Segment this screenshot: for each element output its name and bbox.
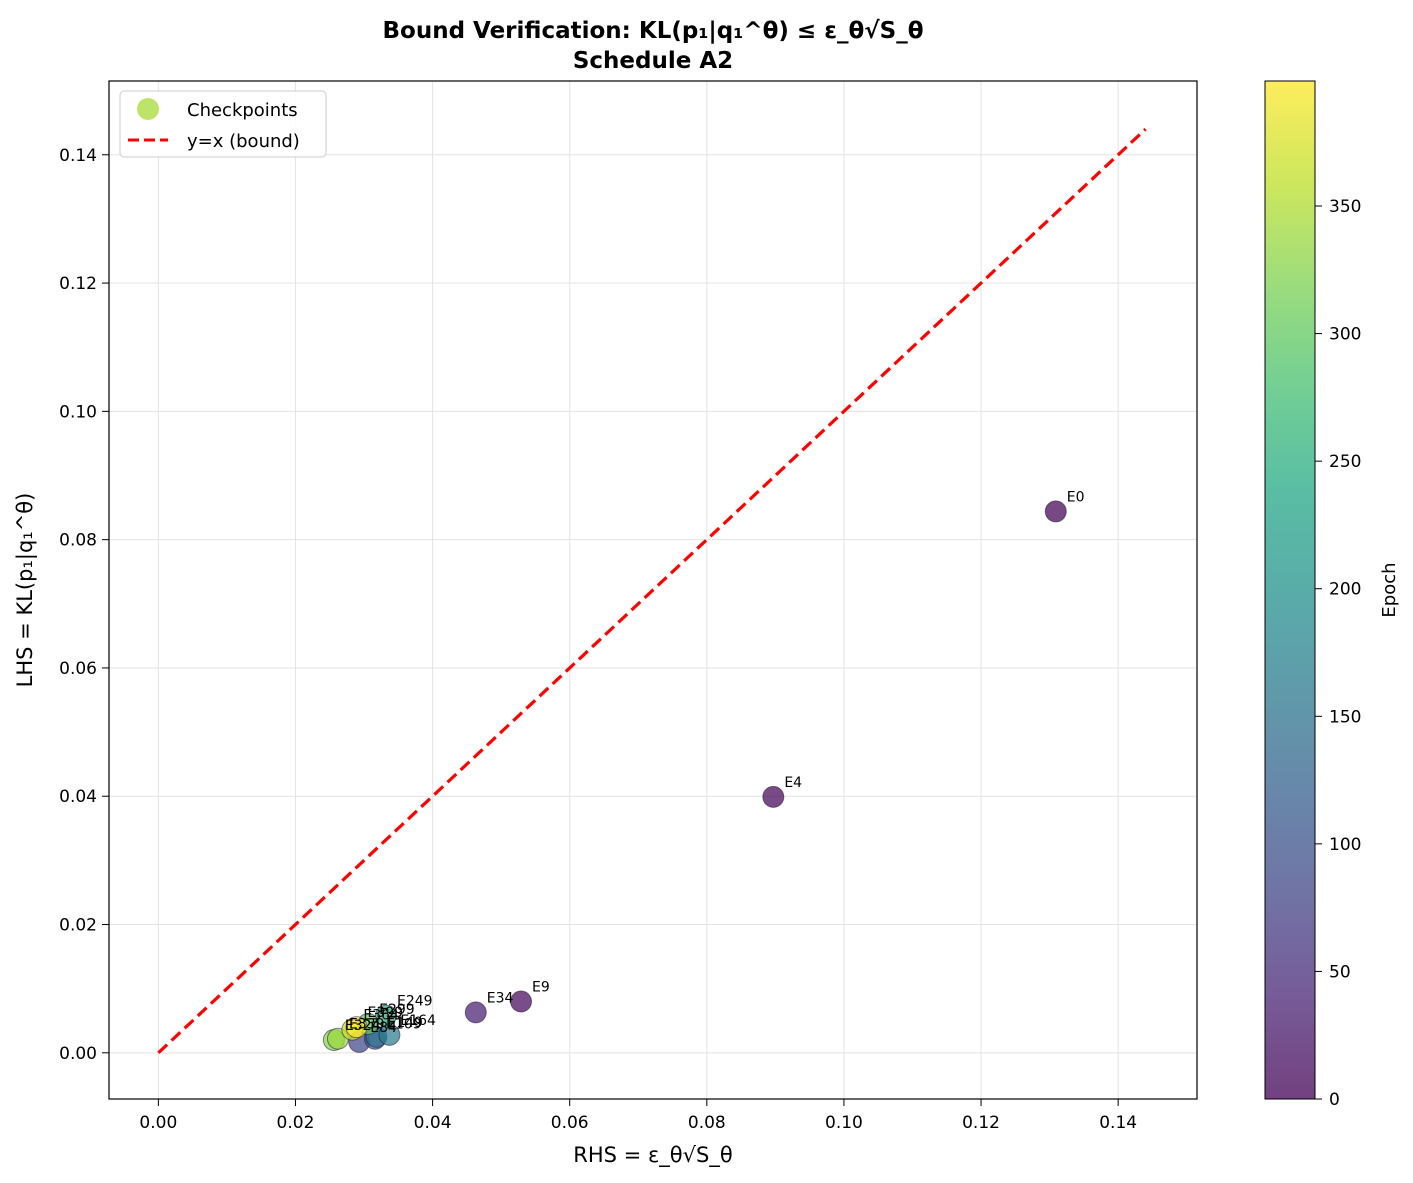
point-e9	[510, 990, 533, 1013]
legend-checkpoints-marker	[137, 98, 159, 120]
x-tick-label: 0.08	[688, 1113, 726, 1133]
y-tick-label: 0.14	[59, 146, 97, 166]
x-axis-label: RHS = ε_θ√S_θ	[573, 1143, 732, 1168]
y-tick-label: 0.04	[59, 787, 97, 807]
point-label-e34: E34	[487, 990, 514, 1006]
chart-subtitle: Schedule A2	[573, 48, 733, 74]
point-label-e4: E4	[784, 775, 802, 791]
colorbar-tick-label: 100	[1329, 835, 1361, 855]
x-tick-label: 0.10	[825, 1113, 863, 1133]
point-e399	[345, 1016, 368, 1039]
colorbar-tick-label: 0	[1329, 1090, 1340, 1110]
point-label-e339: E339	[349, 1017, 385, 1033]
point-label-e399: E399	[367, 1005, 403, 1021]
point-e0	[1044, 500, 1067, 523]
point-label-e164: E164	[400, 1013, 436, 1029]
point-e4	[762, 785, 785, 808]
colorbar-tick-label: 300	[1329, 325, 1361, 345]
y-tick-label: 0.02	[59, 916, 97, 936]
point-label-e84: E84	[370, 1020, 397, 1036]
y-tick-label: 0.12	[59, 274, 97, 294]
y-tick-label: 0.10	[59, 402, 97, 422]
bound-line	[157, 127, 1147, 1054]
colorbar-tick-label: 250	[1329, 452, 1361, 472]
point-e249	[374, 1004, 397, 1027]
x-tick-label: 0.12	[962, 1113, 1000, 1133]
colorbar-tick-label: 350	[1329, 197, 1361, 217]
point-label-e249: E249	[397, 994, 433, 1010]
colorbar	[1264, 80, 1316, 1100]
point-label-e324: E324	[345, 1018, 381, 1034]
bound-line-layer	[157, 127, 1147, 1054]
chart-title: Bound Verification: KL(p₁|q₁^θ) ≤ ε_θ√S_…	[382, 18, 923, 44]
colorbar-tick-label: 50	[1329, 962, 1351, 982]
x-axis-ticks: 0.00 0.02 0.04 0.06 0.08 0.10 0.12 0.14	[139, 1099, 1137, 1133]
colorbar-tick-label: 200	[1329, 580, 1361, 600]
y-axis-ticks: 0.00 0.02 0.04 0.06 0.08 0.10 0.12 0.14	[59, 146, 109, 1064]
scatter-points	[322, 500, 1067, 1053]
point-label-e0: E0	[1067, 489, 1085, 505]
x-tick-label: 0.06	[551, 1113, 589, 1133]
point-label-e149: E149	[387, 1015, 423, 1031]
legend-box	[119, 90, 327, 158]
y-tick-label: 0.00	[59, 1044, 97, 1064]
point-label-e364: E364	[363, 1008, 399, 1024]
colorbar-label: Epoch	[1379, 562, 1400, 617]
legend-bound-label: y=x (bound)	[187, 131, 300, 152]
point-e34	[464, 1001, 487, 1024]
legend-checkpoints-label: Checkpoints	[187, 100, 298, 121]
x-tick-label: 0.14	[1099, 1113, 1137, 1133]
x-tick-label: 0.04	[414, 1113, 452, 1133]
point-label-e299: E299	[379, 1002, 415, 1018]
x-tick-label: 0.00	[139, 1113, 177, 1133]
grid-lines	[109, 81, 1197, 1099]
plot-frame	[108, 80, 1198, 1100]
colorbar-tick-label: 150	[1329, 707, 1361, 727]
legend: Checkpoints y=x (bound)	[119, 90, 327, 158]
point-label-e9: E9	[532, 979, 550, 995]
y-axis-label: LHS = KL(p₁|q₁^θ)	[13, 493, 38, 688]
colorbar-ticks: 0 50 100 150 200 250 300 350	[1315, 197, 1361, 1110]
y-tick-label: 0.06	[59, 659, 97, 679]
point-label-e109: E109	[386, 1017, 422, 1033]
x-tick-label: 0.02	[277, 1113, 315, 1133]
y-tick-label: 0.08	[59, 531, 97, 551]
